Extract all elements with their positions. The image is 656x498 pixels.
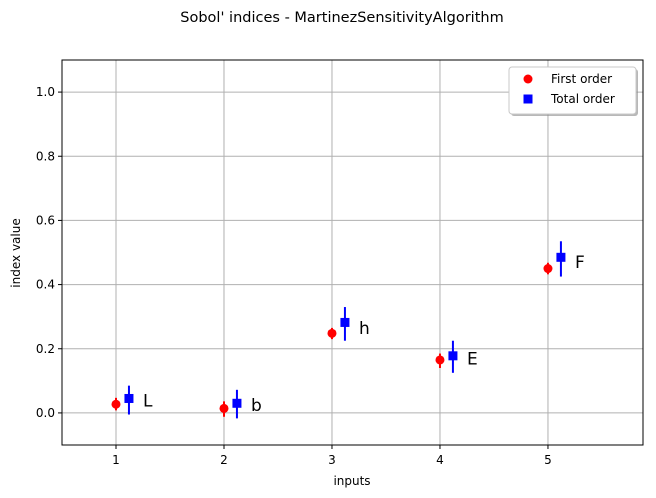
legend-marker-total-order (523, 94, 533, 104)
y-tick-label: 0.2 (36, 342, 55, 356)
first-order-point (219, 403, 229, 413)
x-tick-label: 5 (544, 453, 552, 467)
annotation-label: h (359, 319, 370, 339)
legend-label: Total order (550, 92, 615, 106)
x-axis-ticks: 1 2 3 4 5 (112, 445, 552, 467)
data-markers (111, 252, 566, 413)
legend-box (508, 66, 637, 115)
error-bars (114, 241, 562, 419)
total-order-point (124, 393, 134, 403)
legend-label: First order (551, 72, 612, 86)
annotation-label: F (575, 253, 585, 273)
y-tick-label: 1.0 (36, 85, 55, 99)
total-order-point (232, 398, 242, 408)
legend: First order Total order (508, 66, 638, 116)
y-tick-label: 0.6 (36, 213, 55, 227)
annotation-label: b (251, 396, 262, 416)
x-tick-label: 2 (220, 453, 228, 467)
x-tick-label: 3 (328, 453, 336, 467)
annotation-label: L (143, 392, 153, 412)
y-axis-ticks: 0.0 0.2 0.4 0.6 0.8 1.0 (36, 85, 62, 420)
annotation-label: E (467, 349, 478, 369)
first-order-point (543, 264, 553, 274)
y-tick-label: 0.0 (36, 406, 55, 420)
y-tick-label: 0.4 (36, 278, 55, 292)
legend-marker-first-order (523, 74, 533, 84)
first-order-point (111, 399, 121, 409)
y-axis-label: index value (9, 218, 23, 287)
axes-frame (61, 59, 644, 446)
chart-title: Sobol' indices - MartinezSensitivityAlgo… (180, 10, 503, 26)
y-tick-label: 0.8 (36, 149, 55, 163)
x-tick-label: 4 (436, 453, 444, 467)
total-order-point (340, 317, 350, 327)
first-order-point (435, 355, 445, 365)
first-order-point (327, 328, 337, 338)
x-axis-label: inputs (333, 474, 370, 488)
total-order-point (448, 351, 458, 361)
total-order-point (556, 252, 566, 262)
x-tick-label: 1 (112, 453, 120, 467)
grid-lines (62, 60, 643, 445)
